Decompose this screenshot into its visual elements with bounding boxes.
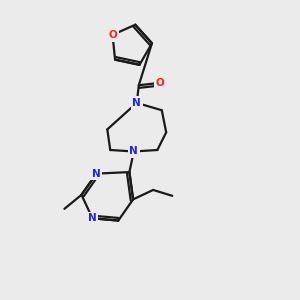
Text: N: N <box>132 98 141 108</box>
Text: N: N <box>88 213 97 223</box>
Text: N: N <box>92 169 101 178</box>
Text: O: O <box>108 30 117 40</box>
Text: O: O <box>156 78 164 88</box>
Text: N: N <box>129 146 138 157</box>
